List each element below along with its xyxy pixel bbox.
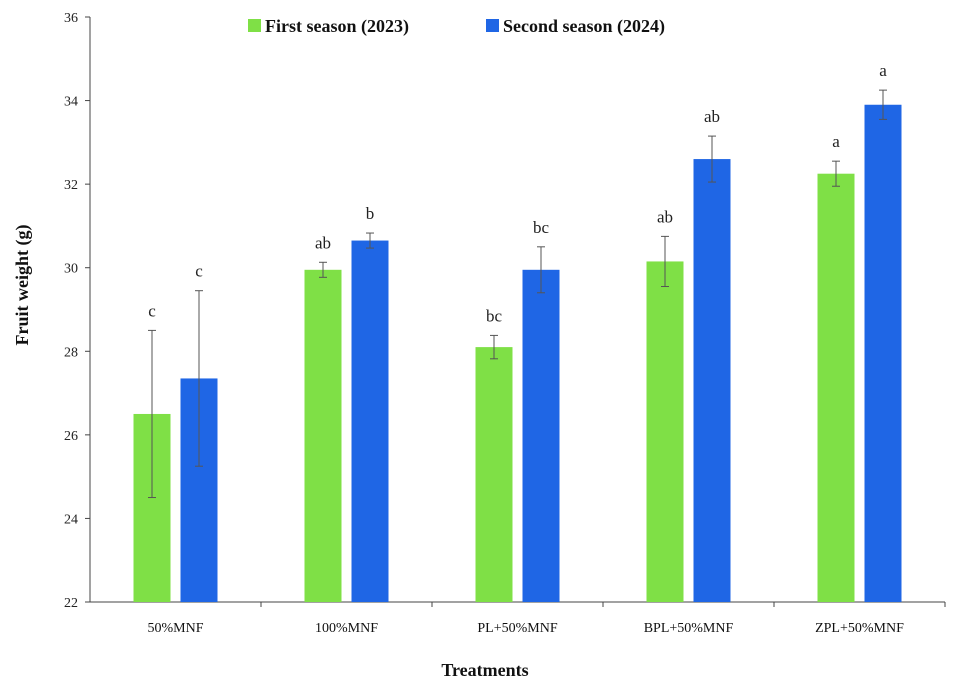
y-tick-label: 32	[64, 178, 78, 193]
bar	[351, 240, 389, 602]
y-tick-label: 24	[64, 512, 78, 527]
error-bars	[148, 89, 887, 499]
significance-letter: a	[832, 132, 840, 151]
y-tick-labels: 22 24 26 28 30 32 34 36	[64, 11, 78, 611]
y-tick-label: 34	[64, 95, 78, 110]
x-axis-title: Treatments	[441, 660, 528, 680]
x-category-label: ZPL+50%MNF	[815, 621, 904, 636]
legend-swatch	[486, 19, 499, 32]
legend-label: Second season (2024)	[503, 16, 665, 37]
x-category-label: PL+50%MNF	[477, 621, 557, 636]
bar	[646, 261, 684, 602]
significance-letter: bc	[486, 306, 503, 325]
bar	[693, 159, 731, 603]
y-axis-title: Fruit weight (g)	[12, 225, 33, 346]
bar	[304, 269, 342, 602]
y-tick-label: 26	[64, 429, 78, 444]
y-tick-label: 36	[64, 11, 78, 26]
bar	[475, 347, 513, 602]
bar	[817, 173, 855, 603]
legend-swatch	[248, 19, 261, 32]
significance-letter: c	[195, 262, 203, 281]
bars	[133, 104, 902, 603]
significance-letters: c c ab b bc bc ab ab a a	[148, 61, 887, 325]
significance-letter: b	[366, 204, 375, 223]
significance-letter: ab	[315, 233, 331, 252]
axes	[85, 16, 946, 607]
x-category-label: BPL+50%MNF	[644, 621, 734, 636]
x-category-labels: 50%MNF 100%MNF PL+50%MNF BPL+50%MNF ZPL+50%M…	[147, 621, 904, 636]
bar	[522, 269, 560, 602]
significance-letter: bc	[533, 218, 550, 237]
significance-letter: ab	[657, 207, 673, 226]
y-tick-label: 22	[64, 596, 78, 611]
significance-letter: c	[148, 301, 156, 320]
legend-label: First season (2023)	[265, 16, 409, 37]
significance-letter: a	[879, 61, 887, 80]
y-tick-label: 30	[64, 262, 78, 277]
x-category-label: 50%MNF	[147, 621, 203, 636]
significance-letter: ab	[704, 107, 720, 126]
legend: First season (2023) Second season (2024)	[248, 16, 665, 37]
x-category-label: 100%MNF	[315, 621, 378, 636]
y-tick-label: 28	[64, 345, 78, 360]
bar	[864, 104, 902, 602]
